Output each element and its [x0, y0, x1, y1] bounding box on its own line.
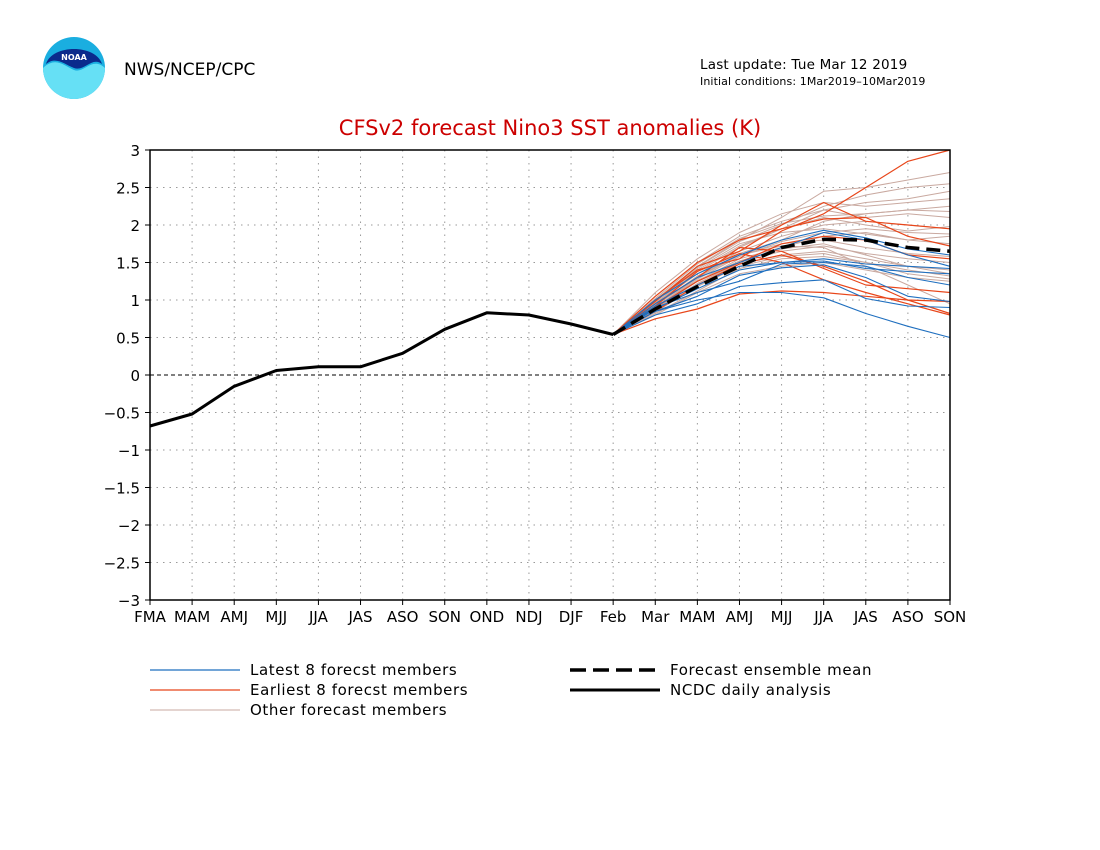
y-tick-label: 0.5 — [116, 330, 140, 348]
other-member-line — [612, 209, 951, 335]
y-tick-label: 3 — [130, 142, 140, 160]
x-tick-label: JAS — [348, 608, 373, 626]
latest-member-line — [612, 264, 951, 335]
y-tick-label: −2.5 — [104, 555, 140, 573]
x-tick-label: SON — [934, 608, 967, 626]
y-tick-label: 1 — [130, 292, 140, 310]
x-tick-label: OND — [470, 608, 505, 626]
y-tick-label: 0 — [130, 367, 140, 385]
y-tick-label: 2 — [130, 217, 140, 235]
noaa-logo: NOAA — [43, 37, 105, 99]
last-update-text: Last update: Tue Mar 12 2019 — [700, 57, 908, 73]
x-tick-label: FMA — [134, 608, 167, 626]
x-tick-label: MJJ — [265, 608, 287, 626]
ensemble-mean-line — [612, 237, 951, 336]
y-tick-label: 2.5 — [116, 180, 140, 198]
x-tick-label: JAS — [853, 608, 878, 626]
x-tick-label: JJA — [813, 608, 834, 626]
latest-member-line — [612, 279, 951, 335]
x-tick-label: AMJ — [220, 608, 248, 626]
x-tick-label: ASO — [892, 608, 924, 626]
y-tick-label: −0.5 — [104, 405, 140, 423]
earliest-member-line — [612, 201, 951, 335]
ncdc-analysis-line — [149, 311, 614, 428]
y-tick-label: −1 — [118, 442, 140, 460]
earliest-member-line — [612, 216, 951, 335]
latest-member-line — [612, 260, 951, 335]
x-tick-label: Mar — [641, 608, 670, 626]
legend-label-other: Other forecast members — [250, 701, 447, 719]
other-member-line — [612, 198, 951, 335]
legend-label-mean: Forecast ensemble mean — [670, 661, 872, 679]
initial-conditions-text: Initial conditions: 1Mar2019–10Mar2019 — [700, 75, 926, 88]
y-tick-label: −1.5 — [104, 480, 140, 498]
legend-label-earliest: Earliest 8 forecst members — [250, 681, 468, 699]
x-tick-label: AMJ — [726, 608, 754, 626]
chart-title: CFSv2 forecast Nino3 SST anomalies (K) — [339, 116, 761, 140]
noaa-logo-text: NOAA — [61, 53, 87, 62]
latest-member-line — [612, 291, 951, 339]
x-tick-label: DJF — [559, 608, 584, 626]
x-tick-label: Feb — [600, 608, 627, 626]
x-tick-label: ASO — [387, 608, 419, 626]
x-tick-label: JJA — [308, 608, 329, 626]
legend-label-latest: Latest 8 forecst members — [250, 661, 457, 679]
x-tick-label: MAM — [174, 608, 210, 626]
other-member-line — [612, 172, 951, 335]
x-tick-label: SON — [428, 608, 461, 626]
x-tick-label: MAM — [679, 608, 715, 626]
y-tick-label: 1.5 — [116, 255, 140, 273]
earliest-member-line — [612, 290, 951, 336]
x-tick-label: MJJ — [771, 608, 793, 626]
y-tick-label: −3 — [118, 592, 140, 610]
legend-label-analysis: NCDC daily analysis — [670, 681, 831, 699]
org-label: NWS/NCEP/CPC — [124, 60, 256, 80]
x-tick-label: NDJ — [515, 608, 542, 626]
y-tick-label: −2 — [118, 517, 140, 535]
